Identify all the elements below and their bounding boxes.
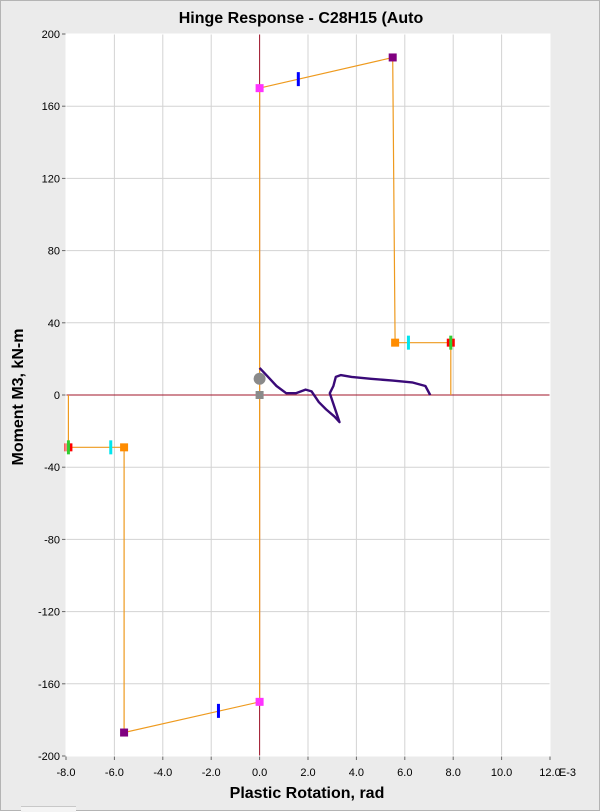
x-tick-label: -2.0 xyxy=(202,767,221,779)
marker-io xyxy=(296,72,300,87)
x-tick-label: 12.0 xyxy=(539,767,560,779)
marker-b xyxy=(255,84,264,93)
marker-b xyxy=(255,697,264,706)
marker-ls xyxy=(109,440,113,455)
marker-io xyxy=(216,703,220,718)
marker-current xyxy=(253,372,266,385)
x-axis-label: Plastic Rotation, rad xyxy=(230,785,385,802)
marker-layer xyxy=(64,53,455,737)
marker-c xyxy=(388,53,397,62)
x-tick-label: -6.0 xyxy=(105,767,124,779)
y-tick-labels: 200 160 120 80 40 0 -40 -80 -120 -160 -200 xyxy=(38,29,60,763)
marker-ls xyxy=(406,335,410,350)
marker-c xyxy=(120,728,129,737)
y-tick-label: -120 xyxy=(38,607,60,619)
y-tick-label: 200 xyxy=(42,29,60,41)
y-tick-label: -40 xyxy=(44,462,60,474)
x-tick-label: 4.0 xyxy=(349,767,364,779)
x-tick-label: 10.0 xyxy=(491,767,512,779)
x-tick-label: 6.0 xyxy=(397,767,412,779)
x-tick-labels: -8.0 -6.0 -4.0 -2.0 0.0 2.0 4.0 6.0 8.0 10.0 12.0 xyxy=(57,767,561,779)
marker-d xyxy=(120,443,129,452)
plot-frame xyxy=(65,33,551,757)
y-tick-label: 120 xyxy=(42,173,60,185)
y-axis-label: Moment M3, kN-m xyxy=(10,329,27,466)
status-tab xyxy=(21,806,76,812)
x-tick-label: -4.0 xyxy=(153,767,172,779)
x-tick-label: 8.0 xyxy=(446,767,461,779)
y-tick-label: -160 xyxy=(38,679,60,691)
x-tick-label: 2.0 xyxy=(300,767,315,779)
x-axis-unit: E-3 xyxy=(559,767,576,779)
marker-cp xyxy=(66,440,70,455)
marker-cp xyxy=(449,335,453,350)
x-tick-label: -8.0 xyxy=(57,767,76,779)
marker-d xyxy=(391,338,400,347)
response-curve xyxy=(258,367,432,424)
y-tick-label: 40 xyxy=(48,318,60,330)
chart-title: Hinge Response - C28H15 (Auto xyxy=(179,10,424,27)
y-tick-label: 80 xyxy=(48,246,60,258)
marker-a xyxy=(255,391,264,399)
y-tick-label: 0 xyxy=(54,390,60,402)
y-tick-label: -200 xyxy=(38,751,60,763)
x-tick-label: 0.0 xyxy=(252,767,267,779)
y-tick-label: -80 xyxy=(44,534,60,546)
y-tick-label: 160 xyxy=(42,101,60,113)
